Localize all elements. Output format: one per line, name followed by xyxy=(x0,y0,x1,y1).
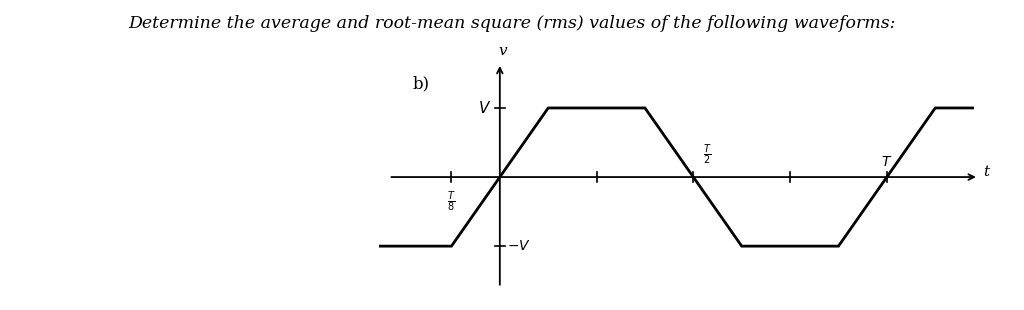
Text: b): b) xyxy=(413,75,430,92)
Text: Determine the average and root-mean square (rms) values of the following wavefor: Determine the average and root-mean squa… xyxy=(128,16,896,33)
Text: t: t xyxy=(984,165,990,179)
Text: $\frac{T}{8}$: $\frac{T}{8}$ xyxy=(447,189,456,214)
Text: v: v xyxy=(498,44,507,58)
Text: $\frac{T}{2}$: $\frac{T}{2}$ xyxy=(703,142,712,167)
Text: $-V$: $-V$ xyxy=(507,239,531,253)
Text: $V$: $V$ xyxy=(478,100,492,116)
Text: $T$: $T$ xyxy=(882,155,893,169)
